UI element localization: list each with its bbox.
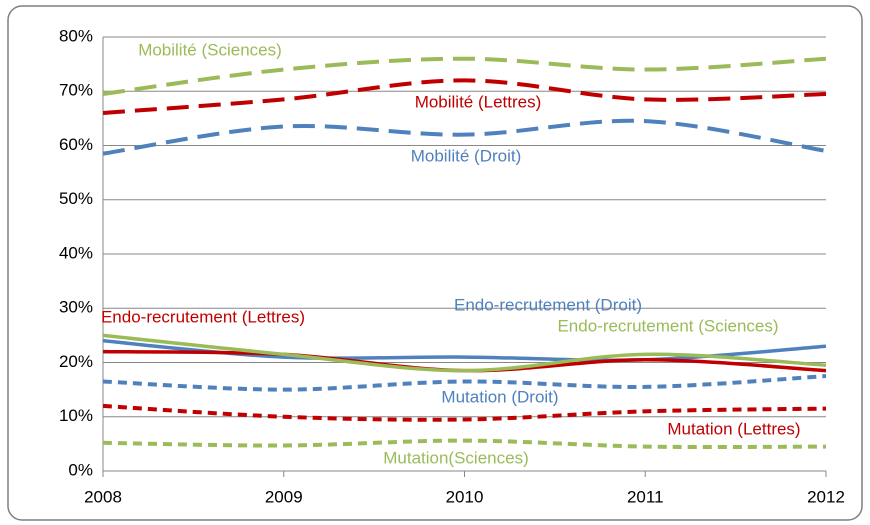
series-label: Mobilité (Lettres) [415,92,542,111]
series-line [102,403,827,422]
series-label: Endo-recrutement (Lettres) [101,307,305,326]
x-tick-label: 2010 [446,487,484,506]
series-label: Mutation (Lettres) [667,419,800,438]
series-label: Mutation (Droit) [441,387,558,406]
series-line [102,333,827,373]
series-label: Mobilité (Sciences) [138,40,282,59]
y-tick-label: 30% [59,298,93,317]
y-tick-label: 70% [59,81,93,100]
y-tick-label: 10% [59,406,93,425]
y-tick-label: 80% [59,26,93,45]
chart-frame [7,5,863,521]
y-tick-label: 20% [59,352,93,371]
series-label: Endo-recrutement (Sciences) [557,316,778,335]
x-tick-label: 2009 [265,487,303,506]
y-tick-label: 40% [59,243,93,262]
series-label: Mutation(Sciences) [383,448,529,467]
x-tick-label: 2011 [627,487,664,506]
x-tick-label: 2012 [807,487,845,506]
series-line [102,118,827,156]
series-line [102,78,827,115]
y-tick-label: 60% [59,135,93,154]
series-line [102,56,827,96]
x-tick-label: 2008 [84,487,122,506]
y-tick-label: 50% [59,189,93,208]
series-line [102,438,827,450]
y-tick-label: 0% [68,460,93,479]
series-line [102,374,827,392]
series-label: Mobilité (Droit) [411,146,522,165]
series-label: Endo-recrutement (Droit) [454,295,642,314]
